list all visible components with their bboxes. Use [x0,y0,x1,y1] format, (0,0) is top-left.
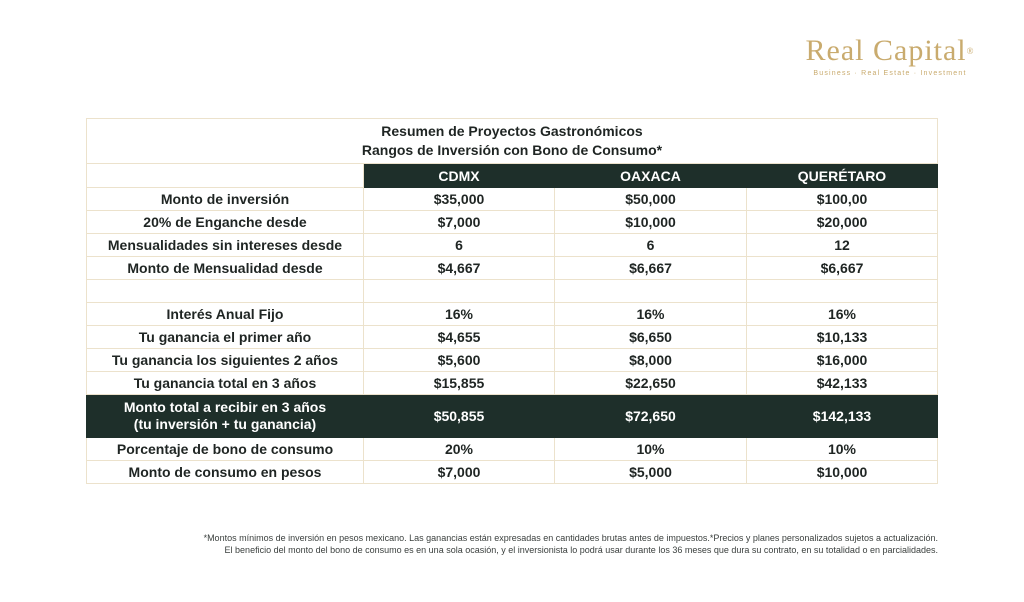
cell-value: 16% [554,302,747,326]
total-value: $50,855 [363,394,555,438]
column-header-queretaro: QUERÉTARO [746,163,938,188]
table-row: Monto de Mensualidad desde $4,667 $6,667… [86,256,938,280]
cell-value: 6 [554,233,747,257]
row-label: Tu ganancia el primer año [86,325,364,349]
cell-value: 12 [746,233,938,257]
table-title-line2: Rangos de Inversión con Bono de Consumo* [361,142,663,158]
footnote: *Montos mínimos de inversión en pesos me… [120,532,938,556]
table-row: Porcentaje de bono de consumo 20% 10% 10… [86,437,938,461]
cell-value: $10,133 [746,325,938,349]
total-label-line1: Monto total a recibir en 3 años [123,399,327,415]
cell-value: $6,650 [554,325,747,349]
cell-value: $15,855 [363,371,555,395]
table-row: Mensualidades sin intereses desde 6 6 12 [86,233,938,257]
cell-value: $10,000 [746,460,938,484]
cell-value: $20,000 [746,210,938,234]
cell-value: $8,000 [554,348,747,372]
table-row: Tu ganancia los siguientes 2 años $5,600… [86,348,938,372]
investment-summary-table: Resumen de Proyectos Gastronómicos Rango… [86,118,938,484]
cell-value: 10% [554,437,747,461]
table-row: Tu ganancia el primer año $4,655 $6,650 … [86,325,938,349]
row-label: 20% de Enganche desde [86,210,364,234]
row-label: Mensualidades sin intereses desde [86,233,364,257]
cell-value: $7,000 [363,210,555,234]
cell-value: $5,600 [363,348,555,372]
column-header-row: CDMX OAXACA QUERÉTARO [86,163,938,188]
header-blank [86,163,364,188]
total-row: Monto total a recibir en 3 años (tu inve… [86,394,938,438]
row-label: Tu ganancia total en 3 años [86,371,364,395]
cell-value: $16,000 [746,348,938,372]
spacer-row [86,279,938,303]
cell-value: $6,667 [746,256,938,280]
footnote-line1: *Montos mínimos de inversión en pesos me… [203,533,938,543]
cell-value: $5,000 [554,460,747,484]
row-label: Porcentaje de bono de consumo [86,437,364,461]
row-label: Monto de Mensualidad desde [86,256,364,280]
cell-value: 16% [746,302,938,326]
cell-value: $42,133 [746,371,938,395]
brand-tagline: Business · Real Estate · Investment [813,70,967,77]
row-label: Interés Anual Fijo [86,302,364,326]
row-label: Tu ganancia los siguientes 2 años [86,348,364,372]
total-value: $72,650 [554,394,747,438]
table-row: Tu ganancia total en 3 años $15,855 $22,… [86,371,938,395]
total-label-line2: (tu inversión + tu ganancia) [133,416,317,432]
cell-value: 6 [363,233,555,257]
cell-value: $4,655 [363,325,555,349]
total-row-label: Monto total a recibir en 3 años (tu inve… [86,394,364,438]
cell-value: 10% [746,437,938,461]
brand-logo: Real Capital® Business · Real Estate · I… [790,34,990,77]
table-title: Resumen de Proyectos Gastronómicos Rango… [86,118,938,164]
table-row: Monto de inversión $35,000 $50,000 $100,… [86,187,938,211]
row-label: Monto de inversión [86,187,364,211]
row-label: Monto de consumo en pesos [86,460,364,484]
cell-value: 16% [363,302,555,326]
table-title-line1: Resumen de Proyectos Gastronómicos [381,123,643,139]
cell-value: $50,000 [554,187,747,211]
cell-value: $6,667 [554,256,747,280]
brand-name: Real Capital® [805,34,975,67]
table-row: Monto de consumo en pesos $7,000 $5,000 … [86,460,938,484]
cell-value: $10,000 [554,210,747,234]
column-header-oaxaca: OAXACA [554,163,747,188]
footnote-line2: El beneficio del monto del bono de consu… [224,545,938,555]
cell-value: $35,000 [363,187,555,211]
cell-value: $100,00 [746,187,938,211]
cell-value: 20% [363,437,555,461]
column-header-cdmx: CDMX [363,163,555,188]
cell-value: $7,000 [363,460,555,484]
table-row: 20% de Enganche desde $7,000 $10,000 $20… [86,210,938,234]
table-row: Interés Anual Fijo 16% 16% 16% [86,302,938,326]
cell-value: $22,650 [554,371,747,395]
cell-value: $4,667 [363,256,555,280]
total-value: $142,133 [746,394,938,438]
